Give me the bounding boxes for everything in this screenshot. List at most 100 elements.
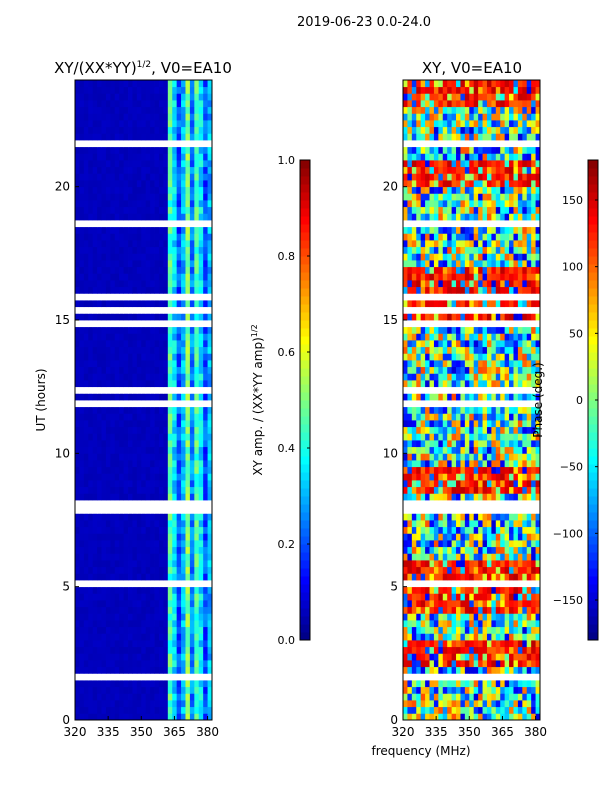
amplitude-cell: [203, 126, 208, 134]
colorbar-segment: [300, 192, 310, 201]
amplitude-cell: [132, 566, 138, 574]
amplitude-cell: [154, 606, 160, 614]
amplitude-cell: [110, 233, 116, 241]
amplitude-cell: [83, 373, 89, 381]
phase-cell: [416, 626, 422, 634]
amplitude-cell: [181, 366, 186, 374]
amplitude-cell: [185, 253, 191, 261]
amplitude-cell: [88, 666, 94, 674]
amplitude-cell: [150, 620, 155, 628]
amplitude-cell: [110, 613, 116, 621]
phase-cell: [416, 453, 422, 461]
amplitude-cell: [198, 673, 204, 681]
phase-cell: [416, 526, 422, 534]
amplitude-cell: [198, 240, 204, 248]
amplitude-cell: [176, 480, 182, 488]
amplitude-cell: [119, 673, 125, 681]
amplitude-cell: [83, 86, 89, 94]
amplitude-cell: [97, 466, 102, 474]
amplitude-cell: [150, 246, 155, 254]
phase-cell: [535, 460, 541, 468]
amplitude-cell: [198, 173, 204, 181]
amplitude-cell: [172, 213, 178, 221]
phase-cell: [425, 506, 430, 514]
amplitude-cell: [119, 513, 125, 521]
amplitude-cell: [185, 500, 191, 508]
amplitude-cell: [75, 320, 80, 328]
amplitude-cell: [119, 426, 125, 434]
amplitude-cell: [185, 660, 191, 668]
amplitude-cell: [132, 553, 138, 561]
phase-cell: [411, 333, 417, 341]
amplitude-cell: [79, 100, 85, 108]
phase-cell: [438, 360, 444, 368]
amplitude-cell: [207, 306, 213, 314]
amplitude-cell: [167, 140, 173, 148]
amplitude-cell: [163, 213, 169, 221]
amplitude-cell: [194, 120, 200, 128]
phase-cell: [473, 713, 479, 721]
amplitude-cell: [198, 513, 204, 521]
amplitude-cell: [185, 293, 191, 301]
phase-cell: [486, 306, 492, 314]
amplitude-cell: [150, 560, 155, 568]
amplitude-cell: [123, 133, 129, 141]
amplitude-cell: [83, 166, 89, 174]
amplitude-cell: [176, 286, 182, 294]
amplitude-cell: [176, 273, 182, 281]
amplitude-cell: [119, 240, 125, 248]
amplitude-cell: [185, 133, 191, 141]
phase-cell: [522, 580, 528, 588]
amplitude-cell: [207, 106, 213, 114]
phase-cell: [460, 666, 466, 674]
phase-cell: [478, 580, 483, 588]
phase-cell: [535, 533, 541, 541]
phase-cell: [451, 306, 457, 314]
amplitude-cell: [150, 466, 155, 474]
amplitude-cell: [101, 400, 107, 408]
amplitude-cell: [123, 380, 129, 388]
amplitude-cell: [185, 713, 191, 721]
phase-cell: [526, 340, 532, 348]
amplitude-cell: [189, 653, 195, 661]
amplitude-cell: [189, 533, 195, 541]
phase-cell: [464, 520, 470, 528]
amplitude-cell: [128, 106, 133, 114]
phase-cell: [456, 633, 461, 641]
phase-cell: [509, 666, 514, 674]
amplitude-cell: [194, 560, 200, 568]
phase-cell: [416, 506, 422, 514]
phase-cell: [500, 433, 506, 441]
phase-cell: [486, 500, 492, 508]
phase-cell: [491, 420, 497, 428]
phase-cell: [442, 426, 448, 434]
amplitude-cell: [158, 146, 164, 154]
amplitude-cell: [105, 346, 111, 354]
amplitude-cell: [163, 666, 169, 674]
amplitude-cell: [176, 620, 182, 628]
phase-cell: [433, 693, 439, 701]
phase-cell: [420, 613, 426, 621]
phase-cell: [526, 393, 532, 401]
phase-cell: [416, 613, 422, 621]
phase-cell: [451, 546, 457, 554]
amplitude-cell: [83, 340, 89, 348]
amplitude-cell: [114, 700, 120, 708]
phase-cell: [416, 713, 422, 721]
amplitude-cell: [198, 706, 204, 714]
phase-cell: [416, 473, 422, 481]
amplitude-cell: [128, 240, 133, 248]
amplitude-cell: [110, 373, 116, 381]
phase-cell: [522, 426, 528, 434]
phase-cell: [526, 473, 532, 481]
phase-cell: [403, 666, 408, 674]
amplitude-cell: [97, 673, 102, 681]
phase-cell: [433, 666, 439, 674]
amplitude-cell: [181, 373, 186, 381]
amplitude-cell: [154, 246, 160, 254]
colorbar-segment: [300, 432, 310, 441]
phase-cell: [509, 686, 514, 694]
phase-cell: [403, 580, 408, 588]
amplitude-cell: [119, 180, 125, 188]
amplitude-cell: [176, 380, 182, 388]
